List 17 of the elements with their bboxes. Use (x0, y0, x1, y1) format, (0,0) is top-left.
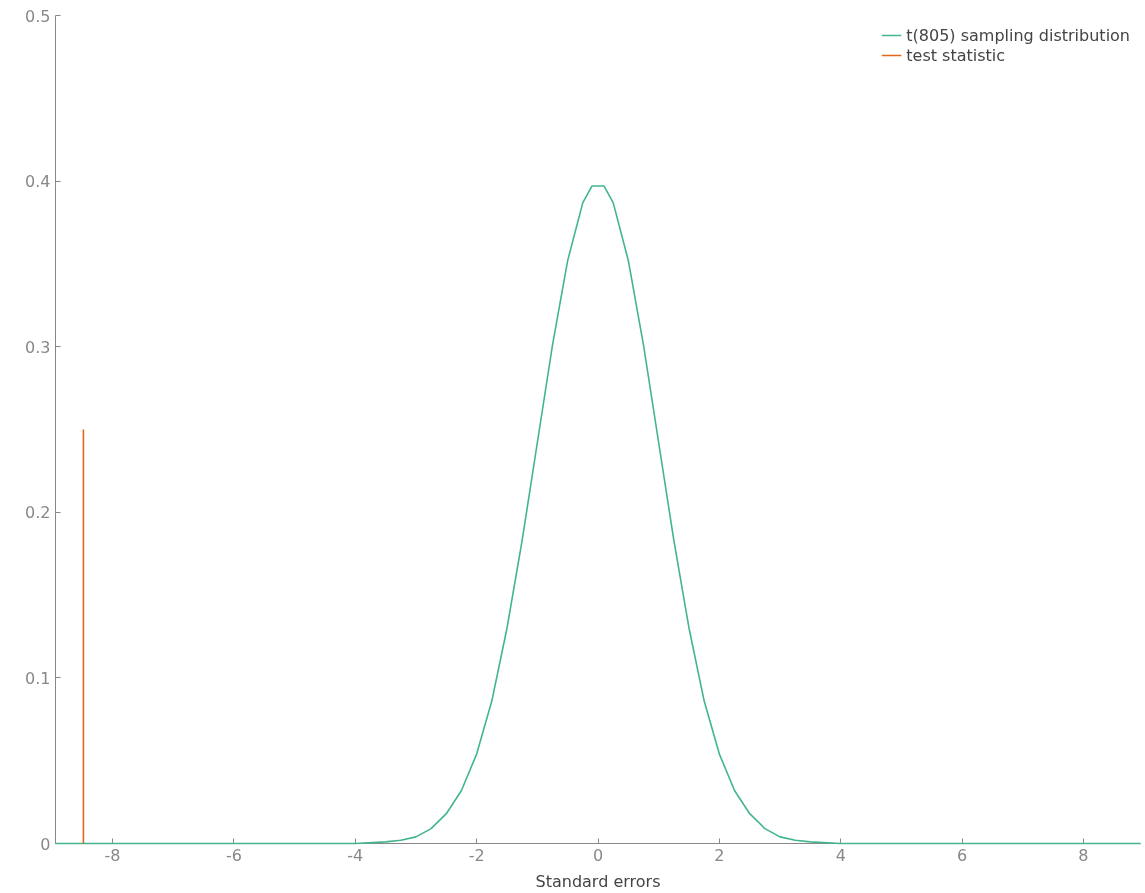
x-tick-label: 0 (592, 845, 604, 865)
x-tick-label: 4 (835, 845, 846, 865)
x-tick-label: 6 (957, 845, 968, 865)
x-tick-label: -2 (468, 845, 485, 865)
y-tick-label: 0.2 (25, 503, 51, 523)
y-tick-label: 0.3 (25, 337, 51, 357)
y-tick-label: 0.1 (25, 668, 51, 688)
legend-label: test statistic (906, 45, 1006, 65)
x-axis-title: Standard errors (535, 871, 661, 891)
y-tick-label: 0.4 (25, 172, 51, 192)
x-tick-label: 8 (1078, 845, 1089, 865)
x-tick-label: -6 (225, 845, 242, 865)
legend-label: t(805) sampling distribution (906, 25, 1130, 45)
x-tick-label: -4 (347, 845, 364, 865)
y-tick-label: 0.5 (25, 6, 51, 26)
x-tick-label: -8 (104, 845, 121, 865)
x-tick-label: 2 (714, 845, 725, 865)
